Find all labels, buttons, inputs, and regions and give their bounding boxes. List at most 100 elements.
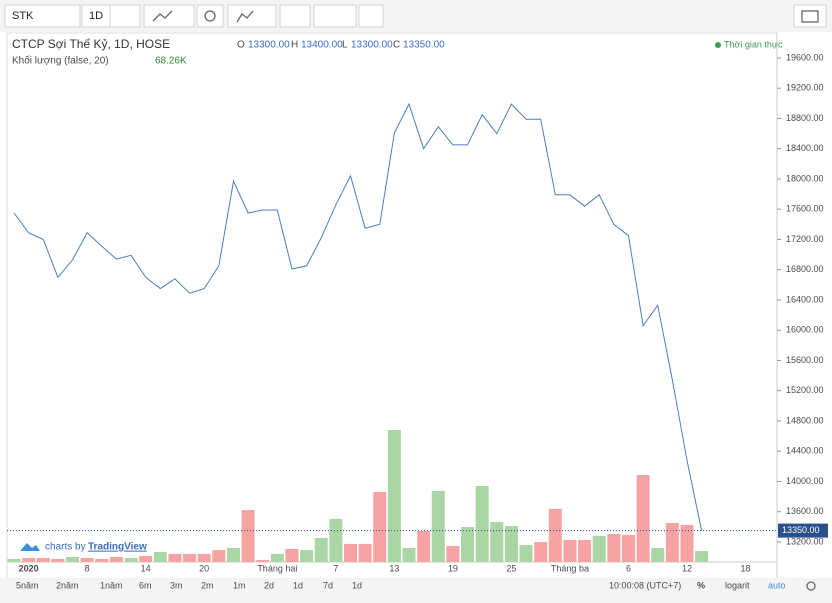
volume-bar <box>695 550 709 562</box>
volume-bar <box>475 485 489 562</box>
volume-bar <box>80 557 94 562</box>
y-tick-label: 19200.00 <box>786 83 824 93</box>
camera-icon <box>801 10 819 23</box>
volume-bar <box>66 556 80 562</box>
bottom-bar <box>0 578 832 603</box>
line-icon <box>152 10 173 22</box>
range-button[interactable]: 7d <box>323 580 333 590</box>
chart-style-button[interactable] <box>143 4 195 28</box>
volume-bar <box>36 557 50 562</box>
volume-bar <box>109 556 123 562</box>
symbol-box[interactable] <box>4 4 81 28</box>
volume-bar <box>490 521 504 562</box>
range-button[interactable]: 3m <box>170 580 183 590</box>
volume-bar <box>519 545 533 562</box>
range-button[interactable]: 2d <box>264 580 274 590</box>
volume-bar <box>680 525 694 562</box>
realtime-dot <box>715 42 721 48</box>
volume-bar <box>241 510 255 562</box>
x-tick-label: 14 <box>141 563 151 573</box>
fullscreen-button[interactable] <box>358 4 384 28</box>
range-button[interactable]: 1m <box>233 580 246 590</box>
range-button[interactable]: 2năm <box>56 580 79 590</box>
volume-bar <box>226 547 240 562</box>
x-tick-label: 6 <box>626 563 631 573</box>
volume-bar <box>373 491 387 562</box>
c-value: 13350.00 <box>403 40 445 51</box>
x-tick-label: 8 <box>85 563 90 573</box>
volume-bar <box>197 553 211 562</box>
volume-bar <box>256 560 270 562</box>
volume-value: 68.26K <box>155 56 187 67</box>
l-value: 13300.00 <box>351 40 393 51</box>
volume-bar <box>578 540 592 562</box>
volume-bar <box>300 550 314 562</box>
y-tick-label: 16800.00 <box>786 264 824 274</box>
h-value: 13400.00 <box>301 40 343 51</box>
y-tick-label: 13600.00 <box>786 506 824 516</box>
y-tick-label: 14800.00 <box>786 415 824 425</box>
volume-bar <box>534 541 548 562</box>
x-tick-label: 25 <box>506 563 516 573</box>
h-label: H <box>291 40 298 51</box>
menu-button[interactable] <box>109 4 141 28</box>
compare-button[interactable] <box>279 4 311 28</box>
volume-bar <box>285 548 299 562</box>
volume-bar <box>563 540 577 562</box>
range-button[interactable]: 5năm <box>16 580 39 590</box>
o-label: O <box>237 40 245 51</box>
gear-icon <box>204 10 216 22</box>
volume-bar <box>95 558 109 562</box>
indicators-button[interactable] <box>227 4 277 28</box>
volume-bar <box>168 553 182 562</box>
volume-bar <box>607 533 621 562</box>
y-tick-label: 18400.00 <box>786 143 824 153</box>
y-tick-label: 15600.00 <box>786 355 824 365</box>
volume-bar <box>446 546 460 562</box>
y-tick-label: 15200.00 <box>786 385 824 395</box>
y-tick-label: 13200.00 <box>786 536 824 546</box>
range-button[interactable]: 1năm <box>100 580 123 590</box>
settings-icon[interactable] <box>806 581 816 591</box>
volume-bar <box>314 537 328 562</box>
undo-redo[interactable] <box>313 4 357 28</box>
y-tick-label: 19600.00 <box>786 52 824 62</box>
volume-bar <box>665 522 679 562</box>
y-tick-label: 18000.00 <box>786 173 824 183</box>
settings-button[interactable] <box>196 4 224 28</box>
volume-bar <box>212 550 226 562</box>
x-tick-label: Tháng ba <box>551 563 589 573</box>
volume-bar <box>7 558 21 562</box>
volume-bar <box>636 475 650 562</box>
percent[interactable]: % <box>697 580 705 590</box>
range-button[interactable]: 2m <box>201 580 214 590</box>
auto[interactable]: auto <box>768 580 786 590</box>
snapshot-button[interactable] <box>793 4 827 28</box>
branding-name[interactable]: TradingView <box>88 542 147 553</box>
range-button[interactable]: 6m <box>139 580 152 590</box>
x-tick-label: 19 <box>448 563 458 573</box>
volume-bar <box>139 556 153 562</box>
clock: 10:00:08 (UTC+7) <box>609 580 681 590</box>
range-button[interactable]: 1d <box>352 580 362 590</box>
legend-title: CTCP Sợi Thế Kỷ, 1D, HOSE <box>12 37 170 51</box>
volume-bar <box>592 536 606 562</box>
volume-bar <box>270 553 284 562</box>
indicator-icon <box>236 10 254 23</box>
y-tick-label: 14400.00 <box>786 446 824 456</box>
volume-bar <box>124 557 138 562</box>
volume-bar <box>402 547 416 562</box>
volume-bar <box>343 543 357 562</box>
range-button[interactable]: 1d <box>293 580 303 590</box>
realtime: Thời gian thực <box>724 39 783 49</box>
volume-bar <box>329 518 343 562</box>
volume-bar <box>621 535 635 562</box>
last-price-label: 13350.00 <box>782 525 820 535</box>
volume-bar <box>651 547 665 562</box>
x-tick-label: 7 <box>333 563 338 573</box>
volume-bar <box>431 490 445 562</box>
x-tick-label: 18 <box>740 563 750 573</box>
y-tick-label: 17600.00 <box>786 204 824 214</box>
log[interactable]: logarit <box>725 580 750 590</box>
